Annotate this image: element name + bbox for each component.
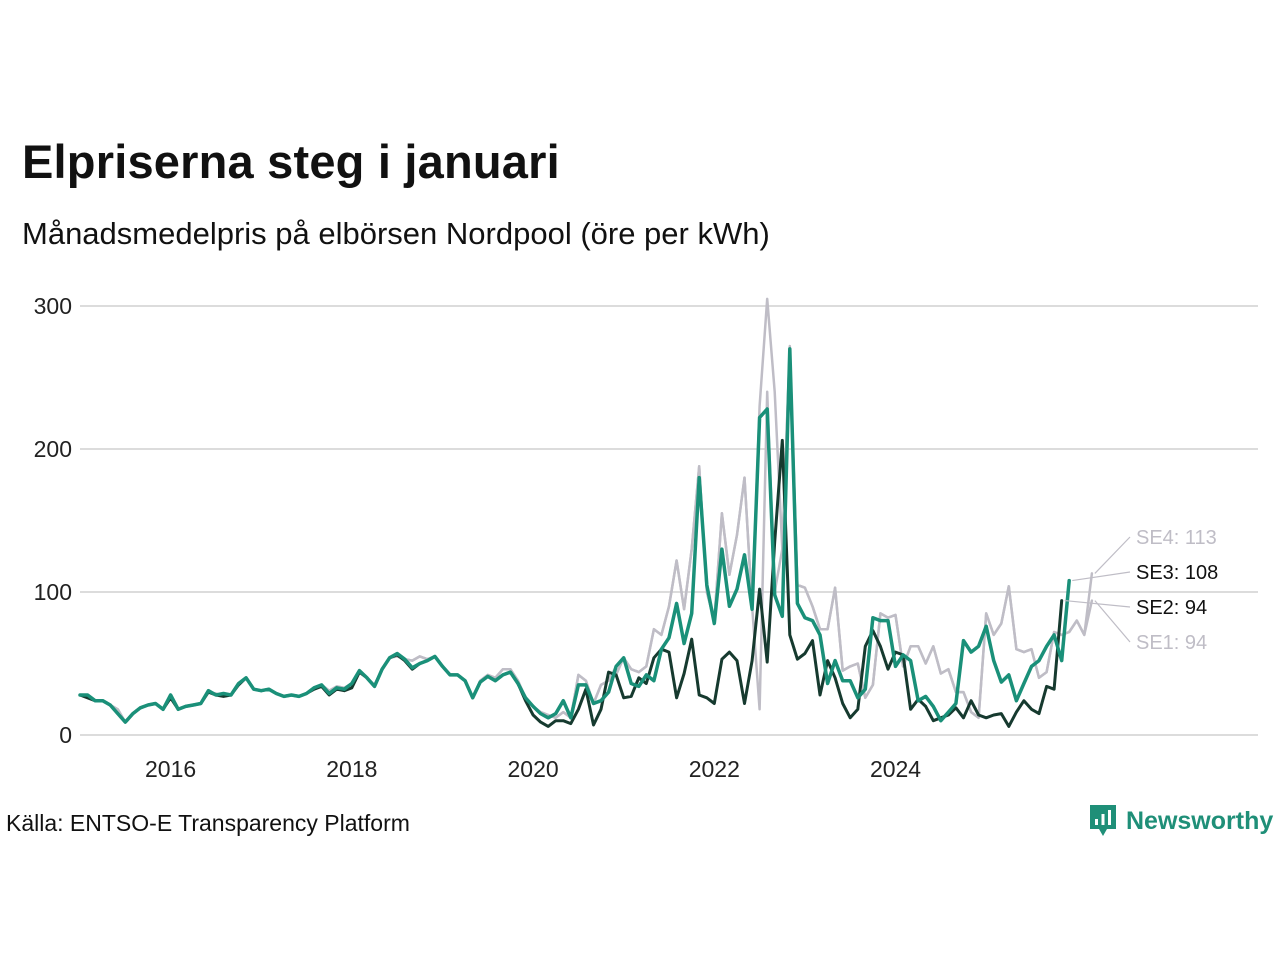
gridlines	[80, 305, 1258, 736]
chart-title: Elpriserna steg i januari	[22, 135, 560, 188]
leader-line-se2	[1064, 599, 1131, 608]
brand-name: Newsworthy	[1126, 806, 1274, 835]
brand-logo[interactable]: Newsworthy	[1088, 803, 1273, 839]
series-line-se1	[78, 347, 1094, 724]
y-tick-label: 0	[59, 722, 72, 748]
series-lines	[78, 297, 1094, 728]
y-tick-label: 100	[34, 579, 72, 605]
chart-subtitle: Månadsmedelpris på elbörsen Nordpool (ör…	[22, 216, 770, 251]
x-tick-label: 2016	[145, 756, 196, 782]
y-tick-label: 300	[34, 293, 72, 319]
series-line-se3	[78, 347, 1071, 724]
leader-line-se4	[1094, 536, 1131, 574]
leader-line-se1	[1094, 600, 1131, 643]
end-label-se3: SE3: 108	[1136, 562, 1218, 584]
series-line-se4	[78, 297, 1094, 724]
end-label-se2: SE2: 94	[1136, 597, 1207, 619]
leader-line-se3	[1072, 571, 1131, 582]
newsworthy-logo-icon	[1090, 805, 1116, 836]
end-label-se4: SE4: 113	[1136, 527, 1217, 549]
x-tick-label: 2024	[870, 756, 921, 782]
y-axis-ticks: 0 100 200 300	[34, 293, 72, 748]
x-tick-label: 2022	[689, 756, 740, 782]
end-label-se1: SE1: 94	[1136, 632, 1207, 654]
x-tick-label: 2018	[326, 756, 377, 782]
x-axis-ticks: 2016 2018 2020 2022 2024	[145, 756, 921, 782]
source-note: Källa: ENTSO-E Transparency Platform	[6, 810, 410, 836]
series-end-labels: SE1: 94 SE4: 113 SE2: 94 SE3: 108	[1064, 527, 1218, 654]
y-tick-label: 200	[34, 436, 72, 462]
x-tick-label: 2020	[507, 756, 558, 782]
